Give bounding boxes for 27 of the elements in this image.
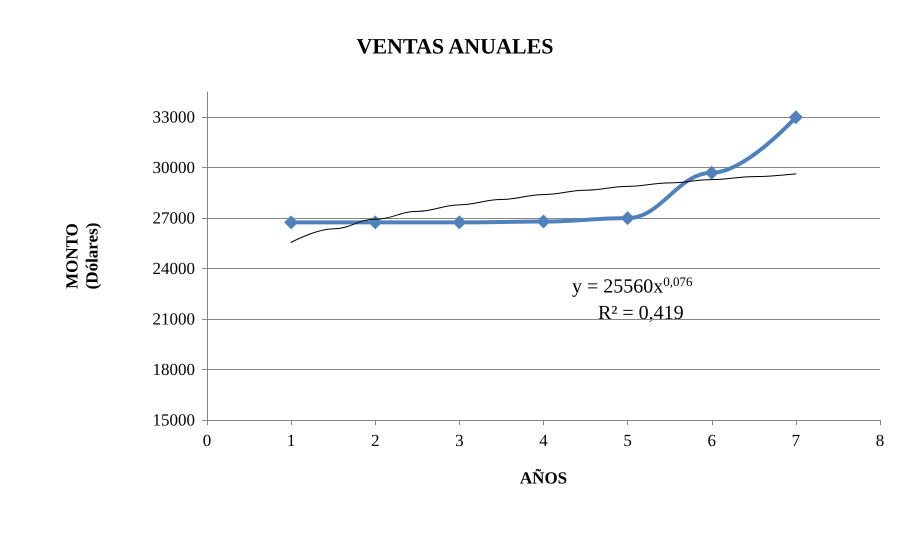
y-tick-label: 30000 [152, 158, 195, 178]
y-tick-label: 27000 [152, 208, 195, 228]
y-tick-label: 15000 [152, 410, 195, 430]
point [788, 110, 803, 124]
x-tick-label: 6 [708, 431, 716, 450]
x-tick-label: 4 [539, 431, 548, 450]
point [620, 211, 635, 226]
point [284, 215, 298, 230]
x-tick-label: 8 [876, 431, 884, 450]
point [368, 215, 382, 230]
y-tick-label: 24000 [152, 259, 195, 278]
x-tick-label: 0 [202, 431, 212, 450]
x-axis-title: AÑOS [520, 468, 568, 488]
x-tick-label: 5 [623, 431, 632, 450]
point [704, 166, 719, 180]
x-tick-label: 2 [371, 431, 380, 450]
y-axis-title: MONTO (Dólares) [62, 222, 102, 290]
x-tick-label: 1 [286, 431, 296, 450]
chart-title: VENTAS ANUALES [356, 34, 554, 58]
x-tick-label: 3 [455, 431, 464, 450]
point [536, 214, 550, 229]
x-tick-label: 7 [792, 431, 801, 450]
annotation: R² = 0,419 [598, 302, 684, 324]
y-tick-label: 33000 [152, 108, 195, 127]
y-tick-label: 21000 [152, 310, 195, 329]
y-tick-label: 18000 [152, 360, 195, 380]
point [452, 215, 466, 230]
